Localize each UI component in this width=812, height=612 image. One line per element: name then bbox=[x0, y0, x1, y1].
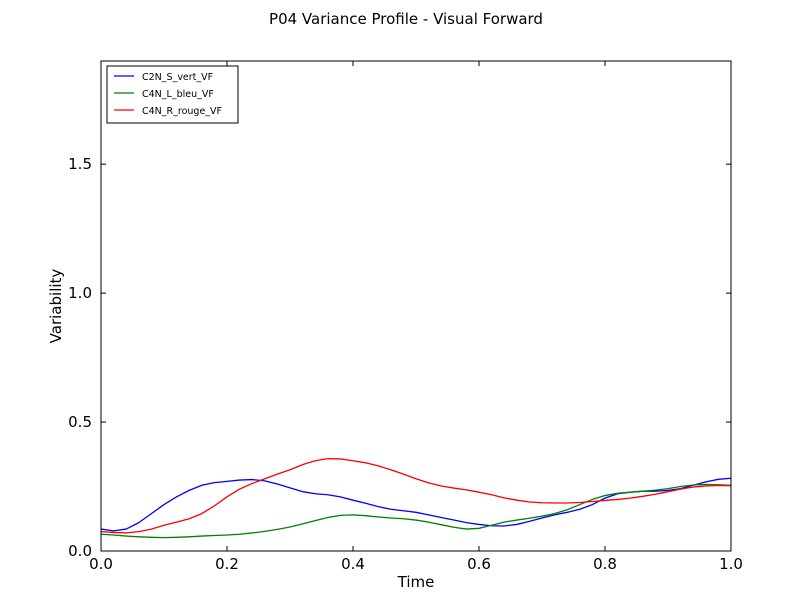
legend: C2N_S_vert_VF C4N_L_bleu_VF C4N_R_rouge_VF bbox=[106, 65, 239, 124]
y-axis-label: Variability bbox=[47, 269, 65, 344]
series-line-2 bbox=[100, 483, 732, 539]
plot-area bbox=[101, 61, 731, 551]
legend-label-2: C4N_L_bleu_VF bbox=[142, 89, 214, 100]
y-tick-label: 0.5 bbox=[68, 413, 92, 431]
x-axis-ticks: 0.0 0.2 0.4 0.6 0.8 1.0 bbox=[89, 61, 743, 573]
x-axis-label: Time bbox=[397, 573, 435, 591]
y-axis-ticks: 0.0 0.5 1.0 1.5 bbox=[68, 155, 731, 560]
x-tick-label: 0.8 bbox=[593, 555, 617, 573]
series-line-3 bbox=[100, 458, 732, 534]
y-tick-label: 1.0 bbox=[68, 284, 92, 302]
y-tick-label: 0.0 bbox=[68, 542, 92, 560]
y-tick-label: 1.5 bbox=[68, 155, 92, 173]
x-tick-label: 0.0 bbox=[89, 555, 113, 573]
legend-label-3: C4N_R_rouge_VF bbox=[142, 106, 222, 117]
series-layer bbox=[100, 458, 732, 539]
x-tick-label: 0.6 bbox=[467, 555, 491, 573]
plot-frame bbox=[100, 60, 732, 552]
x-tick-label: 1.0 bbox=[719, 555, 743, 573]
x-tick-label: 0.4 bbox=[341, 555, 365, 573]
legend-label-1: C2N_S_vert_VF bbox=[142, 72, 213, 83]
x-tick-label: 0.2 bbox=[215, 555, 239, 573]
chart-title: P04 Variance Profile - Visual Forward bbox=[269, 10, 543, 28]
